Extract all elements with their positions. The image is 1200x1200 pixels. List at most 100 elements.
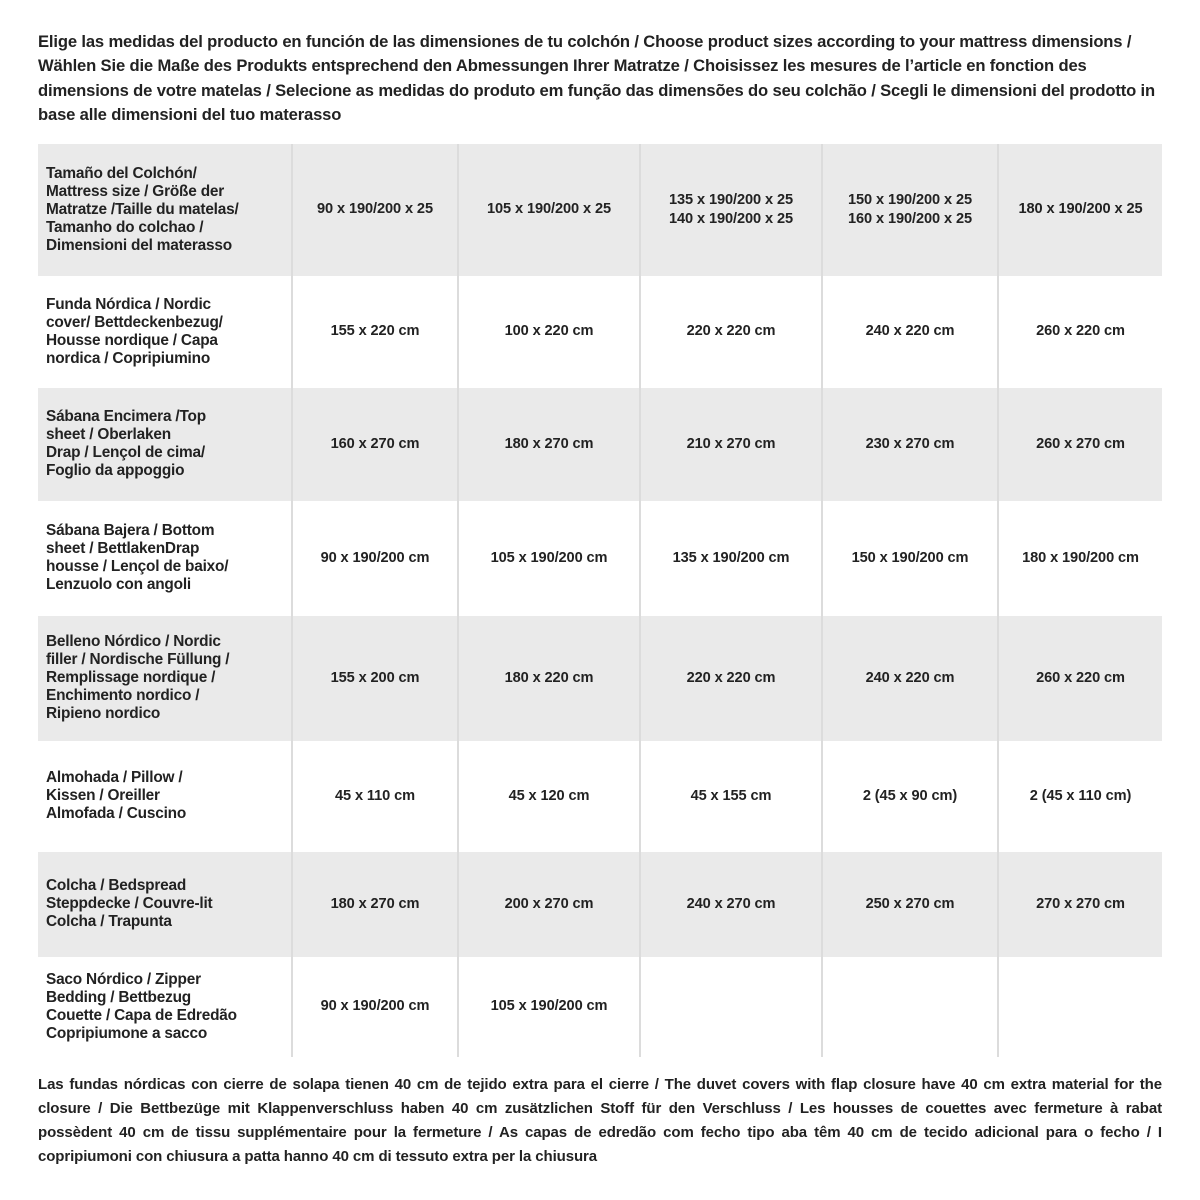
header-col-4: 150 x 190/200 x 25 160 x 190/200 x 25 [821, 143, 998, 276]
header-col-1: 90 x 190/200 x 25 [291, 143, 458, 276]
row-cell: 180 x 220 cm [457, 615, 640, 741]
row-cell-text: 45 x 110 cm [334, 787, 416, 804]
row-cell-text: 100 x 220 cm [504, 323, 594, 340]
row-cell: 270 x 270 cm [997, 851, 1162, 957]
row-cell-text: 180 x 220 cm [504, 669, 594, 686]
header-col-4-text: 150 x 190/200 x 25 160 x 190/200 x 25 [848, 191, 972, 227]
header-col-5: 180 x 190/200 x 25 [997, 143, 1162, 276]
row-cell-text: 90 x 190/200 cm [320, 549, 430, 566]
row-cell: 240 x 270 cm [639, 851, 822, 957]
row-cell-text: 105 x 190/200 cm [490, 998, 608, 1015]
table-row: Belleno Nórdico / Nordic filler / Nordis… [38, 615, 1162, 741]
row-cell: 100 x 220 cm [457, 275, 640, 388]
row-cell: 180 x 190/200 cm [997, 500, 1162, 616]
row-cell: 2 (45 x 110 cm) [997, 740, 1162, 852]
row-cell: 240 x 220 cm [821, 615, 998, 741]
row-cell-text: 105 x 190/200 cm [490, 549, 608, 566]
row-label-cell: Saco Nórdico / Zipper Bedding / Bettbezu… [38, 956, 292, 1057]
row-label-text: Sábana Bajera / Bottom sheet / Bettlaken… [46, 522, 229, 594]
row-cell: 200 x 270 cm [457, 851, 640, 957]
header-col-2: 105 x 190/200 x 25 [457, 143, 640, 276]
row-cell: 2 (45 x 90 cm) [821, 740, 998, 852]
row-cell-text: 210 x 270 cm [686, 435, 776, 452]
row-cell-text: 230 x 270 cm [865, 435, 955, 452]
row-cell-text: 260 x 220 cm [1036, 323, 1125, 340]
row-cell [821, 956, 998, 1057]
row-cell-text: 45 x 120 cm [508, 787, 590, 804]
row-cell-text [823, 998, 997, 1016]
row-label-text: Sábana Encimera /Top sheet / Oberlaken D… [46, 408, 206, 480]
row-cell: 155 x 220 cm [291, 275, 458, 388]
table-row: Funda Nórdica / Nordic cover/ Bettdecken… [38, 275, 1162, 388]
row-label-cell: Sábana Encimera /Top sheet / Oberlaken D… [38, 387, 292, 501]
row-cell-text: 180 x 270 cm [330, 895, 420, 912]
row-cell-text: 2 (45 x 110 cm) [1029, 787, 1132, 804]
row-cell: 260 x 220 cm [997, 615, 1162, 741]
row-cell-text: 45 x 155 cm [690, 787, 772, 804]
row-cell: 230 x 270 cm [821, 387, 998, 501]
row-cell: 250 x 270 cm [821, 851, 998, 957]
row-label-cell: Colcha / Bedspread Steppdecke / Couvre-l… [38, 851, 292, 957]
row-cell-text: 270 x 270 cm [1036, 895, 1125, 912]
row-cell-text: 180 x 270 cm [504, 435, 594, 452]
row-cell-text [641, 998, 821, 1016]
row-cell-text: 155 x 220 cm [330, 323, 420, 340]
row-cell-text: 135 x 190/200 cm [672, 549, 790, 566]
row-cell-text: 240 x 220 cm [865, 323, 955, 340]
row-cell-text: 150 x 190/200 cm [851, 549, 969, 566]
header-col-2-text: 105 x 190/200 x 25 [487, 201, 611, 218]
row-cell: 105 x 190/200 cm [457, 956, 640, 1057]
row-label-text: Funda Nórdica / Nordic cover/ Bettdecken… [46, 295, 223, 367]
row-cell-text: 200 x 270 cm [504, 895, 594, 912]
row-label-text: Belleno Nórdico / Nordic filler / Nordis… [46, 633, 230, 723]
row-cell: 220 x 220 cm [639, 275, 822, 388]
table-row: Colcha / Bedspread Steppdecke / Couvre-l… [38, 851, 1162, 957]
footer-note: Las fundas nórdicas con cierre de solapa… [38, 1075, 1162, 1166]
row-cell [997, 956, 1162, 1057]
row-cell: 160 x 270 cm [291, 387, 458, 501]
row-label-cell: Sábana Bajera / Bottom sheet / Bettlaken… [38, 500, 292, 616]
row-cell: 90 x 190/200 cm [291, 956, 458, 1057]
header-col-3: 135 x 190/200 x 25 140 x 190/200 x 25 [639, 143, 822, 276]
row-cell: 45 x 120 cm [457, 740, 640, 852]
row-cell-text: 160 x 270 cm [330, 435, 420, 452]
header-label-cell: Tamaño del Colchón/ Mattress size / Größ… [38, 143, 292, 276]
row-cell-text: 180 x 190/200 cm [1022, 549, 1139, 566]
header-col-5-text: 180 x 190/200 x 25 [1018, 201, 1143, 218]
row-cell: 180 x 270 cm [291, 851, 458, 957]
row-cell: 240 x 220 cm [821, 275, 998, 388]
row-cell: 90 x 190/200 cm [291, 500, 458, 616]
row-label-text: Saco Nórdico / Zipper Bedding / Bettbezu… [46, 970, 237, 1042]
row-cell: 210 x 270 cm [639, 387, 822, 501]
header-col-3-text: 135 x 190/200 x 25 140 x 190/200 x 25 [669, 191, 793, 227]
table-row: Saco Nórdico / Zipper Bedding / Bettbezu… [38, 956, 1162, 1057]
row-cell-text: 240 x 220 cm [865, 669, 955, 686]
row-label-cell: Funda Nórdica / Nordic cover/ Bettdecken… [38, 275, 292, 388]
row-label-cell: Almohada / Pillow / Kissen / Oreiller Al… [38, 740, 292, 852]
row-cell: 45 x 155 cm [639, 740, 822, 852]
row-cell-text: 90 x 190/200 cm [320, 998, 430, 1015]
row-cell: 260 x 220 cm [997, 275, 1162, 388]
table-row: Sábana Encimera /Top sheet / Oberlaken D… [38, 387, 1162, 501]
row-label-text: Almohada / Pillow / Kissen / Oreiller Al… [46, 769, 187, 823]
row-cell: 260 x 270 cm [997, 387, 1162, 501]
mattress-size-table: Tamaño del Colchón/ Mattress size / Größ… [38, 143, 1162, 1057]
row-cell: 105 x 190/200 cm [457, 500, 640, 616]
row-cell-text: 250 x 270 cm [865, 895, 955, 912]
row-cell-text: 260 x 270 cm [1036, 435, 1125, 452]
row-cell: 45 x 110 cm [291, 740, 458, 852]
row-cell: 155 x 200 cm [291, 615, 458, 741]
row-cell: 220 x 220 cm [639, 615, 822, 741]
table-header-row: Tamaño del Colchón/ Mattress size / Größ… [38, 143, 1162, 276]
table-row: Almohada / Pillow / Kissen / Oreiller Al… [38, 740, 1162, 852]
intro-paragraph: Elige las medidas del producto en funció… [38, 32, 1155, 125]
row-cell-text: 2 (45 x 90 cm) [862, 787, 958, 804]
row-cell: 180 x 270 cm [457, 387, 640, 501]
row-label-cell: Belleno Nórdico / Nordic filler / Nordis… [38, 615, 292, 741]
row-cell-text: 260 x 220 cm [1036, 669, 1125, 686]
header-label-text: Tamaño del Colchón/ Mattress size / Größ… [46, 164, 239, 254]
row-label-text: Colcha / Bedspread Steppdecke / Couvre-l… [46, 877, 213, 931]
row-cell: 150 x 190/200 cm [821, 500, 998, 616]
row-cell-text: 220 x 220 cm [686, 669, 776, 686]
